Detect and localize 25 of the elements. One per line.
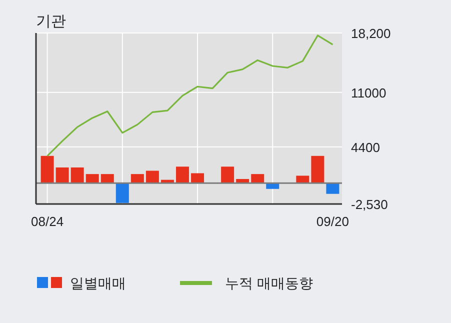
legend-label: 일별매매 xyxy=(70,275,126,291)
line-series xyxy=(46,34,334,157)
bar xyxy=(311,156,324,184)
bar xyxy=(70,167,84,184)
chart-title: 기관 xyxy=(36,13,66,30)
bar xyxy=(40,156,54,184)
legend-label: 누적 매매동향 xyxy=(225,275,313,291)
bar xyxy=(100,174,114,184)
bar xyxy=(326,183,340,194)
y-tick-label: 11000 xyxy=(351,85,386,100)
bar xyxy=(296,176,310,184)
bar xyxy=(130,174,144,184)
y-tick-label: -2,530 xyxy=(351,197,388,212)
x-tick-label: 08/24 xyxy=(31,214,64,229)
bar xyxy=(191,173,204,184)
bar xyxy=(116,183,129,203)
bar xyxy=(221,166,234,184)
y-tick-label: 18,200 xyxy=(351,26,391,41)
bar xyxy=(56,167,69,184)
y-tick-label: 4400 xyxy=(351,140,380,155)
bar xyxy=(146,170,159,184)
x-tick-label: 09/20 xyxy=(316,214,349,229)
bar xyxy=(176,166,189,184)
bar xyxy=(251,174,264,184)
bar xyxy=(86,174,99,184)
